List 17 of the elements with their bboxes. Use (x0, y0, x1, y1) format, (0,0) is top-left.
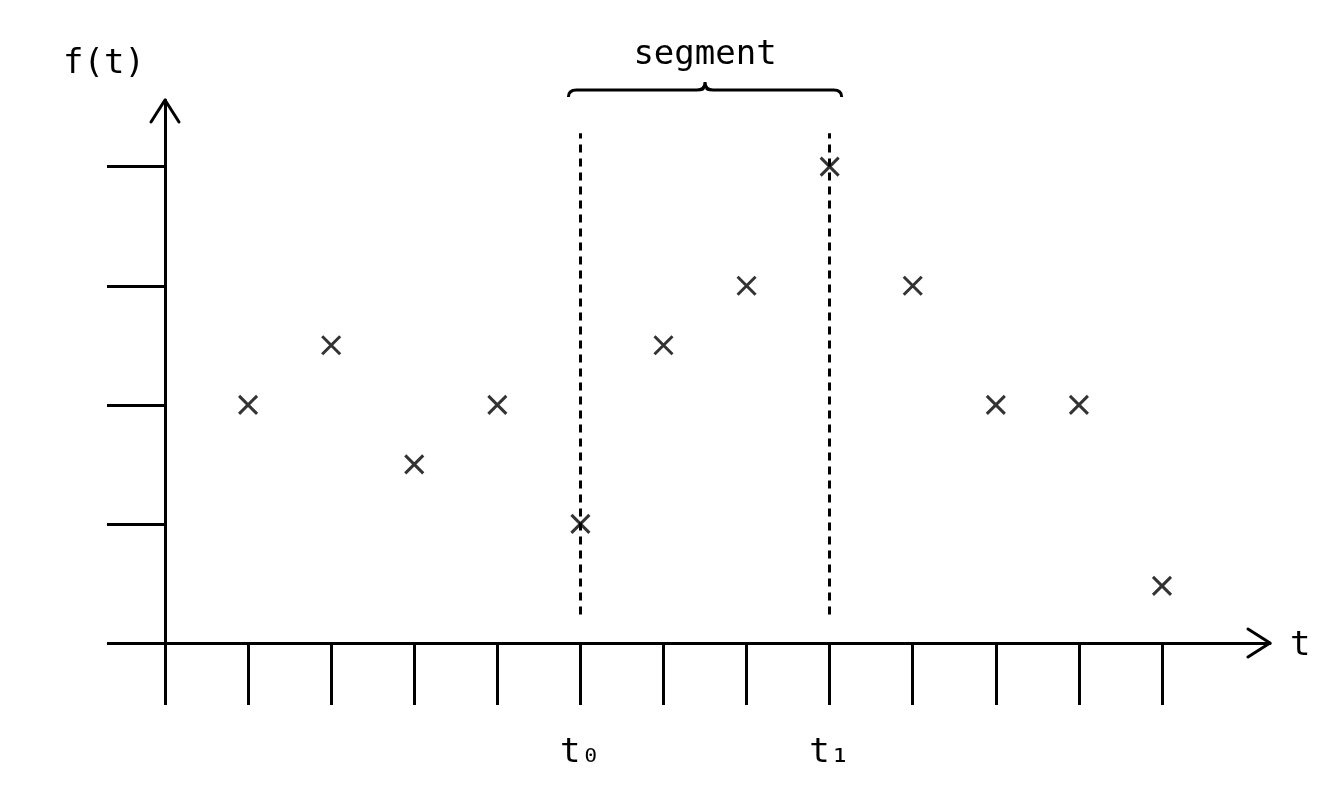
point (237, 394, 259, 416)
x-tick-label: t₁ (809, 730, 851, 770)
x-axis-title: t (1290, 623, 1311, 663)
point (1068, 394, 1090, 416)
point (736, 275, 758, 297)
point (403, 453, 425, 475)
y-axis-title: f(t) (63, 41, 145, 81)
point (1151, 575, 1173, 597)
point (902, 275, 924, 297)
point (819, 156, 841, 178)
point (486, 394, 508, 416)
point (985, 394, 1007, 416)
text: segment (633, 32, 777, 72)
point (320, 334, 342, 356)
point (653, 334, 674, 356)
x-tick-label: t₀ (559, 730, 601, 770)
point (569, 513, 591, 535)
